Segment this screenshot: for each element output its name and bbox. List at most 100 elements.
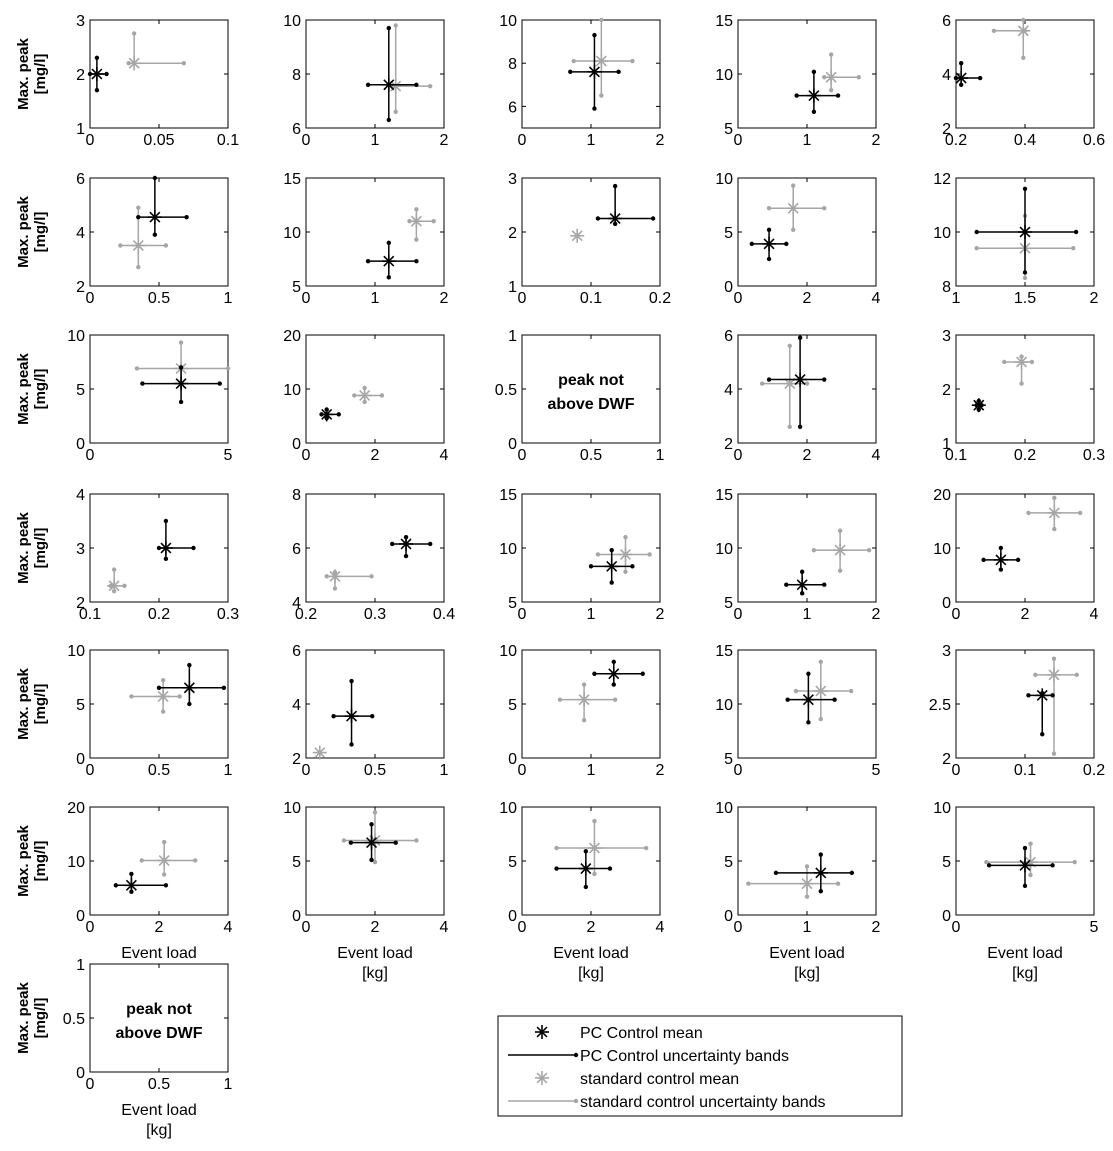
pc-mean-point: [1018, 225, 1032, 239]
std-mean-point: [107, 578, 122, 593]
y-axis-label-line-2: [mg/l]: [32, 684, 49, 725]
axes-box: [955, 649, 1095, 759]
std-mean-point-stroke: [834, 544, 846, 556]
x-tick-label: 0: [734, 447, 743, 464]
x-tick-label: 2: [872, 132, 881, 149]
std-band-end: [766, 206, 772, 211]
std-series: [793, 659, 854, 722]
std-band-end: [352, 393, 357, 398]
std-series: [388, 23, 433, 115]
legend-label: PC Control uncertainty bands: [580, 1048, 789, 1065]
y-tick-label: 5: [724, 121, 733, 138]
std-band-end: [1051, 751, 1057, 756]
pc-mean-point: [954, 71, 969, 86]
y-tick-label: 2: [292, 751, 301, 768]
std-mean-point-stroke: [825, 71, 837, 83]
axes-box: [305, 334, 445, 444]
x-tick-label: 4: [440, 447, 449, 464]
std-band-end: [136, 205, 141, 210]
std-series: [1033, 656, 1079, 756]
y-tick-label: 5: [508, 854, 517, 871]
pc-band-end: [369, 857, 374, 863]
y-tick-label: 0: [508, 436, 517, 453]
axes-box: [737, 19, 877, 129]
std-band-end: [804, 894, 810, 899]
pc-band-end: [1050, 863, 1055, 868]
std-band-end: [557, 697, 563, 702]
std-band-end: [379, 393, 385, 398]
pc-series: [156, 518, 196, 561]
axes-box: [89, 19, 229, 129]
panel-13: 0 0.5 1 0 0.5 1 peak not above DWF: [495, 328, 665, 464]
std-band-end: [1026, 510, 1031, 516]
x-tick-label: 0.4: [433, 606, 455, 623]
std-band-end: [1019, 381, 1024, 386]
legend-band-end: [573, 1052, 579, 1058]
y-axis-label-line-2: [mg/l]: [32, 54, 49, 95]
pc-band-end: [616, 69, 621, 75]
pc-band-end: [331, 713, 336, 719]
pc-series: [785, 671, 837, 725]
x-tick-label: 5: [1090, 919, 1099, 936]
pc-mean-point: [158, 541, 173, 555]
x-tick-label: 0: [734, 290, 743, 307]
pc-band-end: [393, 840, 398, 845]
std-mean-point: [409, 214, 424, 229]
y-tick-label: 5: [724, 751, 733, 768]
pc-series: [365, 25, 419, 123]
x-tick-label: 1: [952, 290, 961, 307]
std-series: [407, 207, 436, 242]
y-axis-label: Max. peak[mg/l]: [15, 667, 49, 739]
pc-mean-point: [124, 878, 139, 893]
pc-band-end: [129, 871, 134, 877]
axes-box: [521, 649, 661, 759]
axes-box: [737, 334, 877, 444]
pc-series: [595, 183, 656, 227]
pc-mean-point: [604, 559, 619, 574]
std-band-end: [431, 219, 436, 224]
panel-17: 0.2 0.3 0.4 4 6 8: [292, 487, 455, 623]
legend-mean-symbol-stroke: [536, 1026, 548, 1038]
std-band-end: [974, 246, 979, 251]
pc-band-end: [221, 685, 227, 690]
panel-19: 0 1 2 5 10 15: [715, 487, 880, 623]
pc-series: [749, 227, 789, 262]
y-tick-label: 5: [508, 697, 517, 714]
std-mean-point: [1047, 505, 1062, 520]
pc-band-end: [811, 109, 817, 115]
note-line-1: peak not: [558, 372, 624, 389]
pc-series: [319, 407, 341, 422]
pc-band-end: [849, 870, 855, 876]
y-tick-label: 10: [715, 541, 733, 558]
std-band-end: [612, 697, 618, 702]
y-tick-label: 10: [499, 643, 517, 660]
std-mean-point-stroke: [595, 55, 607, 67]
y-tick-label: 1: [508, 328, 517, 345]
x-tick-label: 0.1: [580, 290, 602, 307]
std-mean-point: [824, 70, 839, 85]
pc-series: [156, 662, 227, 707]
pc-band-end: [390, 541, 395, 547]
std-band-end: [324, 574, 329, 579]
pc-band-end: [178, 399, 184, 405]
std-band-end: [1021, 55, 1026, 60]
y-tick-label: 2: [942, 121, 951, 138]
x-tick-label: 0: [302, 132, 311, 149]
panel-30: 0 5 0 5 10 Event load [kg]: [933, 800, 1098, 982]
x-tick-label: 4: [656, 919, 665, 936]
std-series: [554, 818, 649, 877]
x-axis-label-line-2: [kg]: [794, 965, 820, 982]
pc-mean-point: [813, 865, 828, 880]
legend-entry-3: standard control mean: [535, 1071, 739, 1088]
std-mean-point-stroke: [588, 842, 600, 854]
panel-10: 1 1.5 2 8 10 12: [933, 171, 1098, 307]
y-tick-label: 5: [724, 595, 733, 612]
axes-box: [305, 493, 445, 603]
std-band-end: [599, 17, 604, 23]
pc-mean-point-stroke: [955, 72, 967, 84]
std-mean-point-stroke: [314, 747, 326, 759]
std-band-end: [835, 881, 841, 886]
std-band-end: [372, 859, 378, 865]
y-tick-label: 6: [942, 13, 951, 30]
